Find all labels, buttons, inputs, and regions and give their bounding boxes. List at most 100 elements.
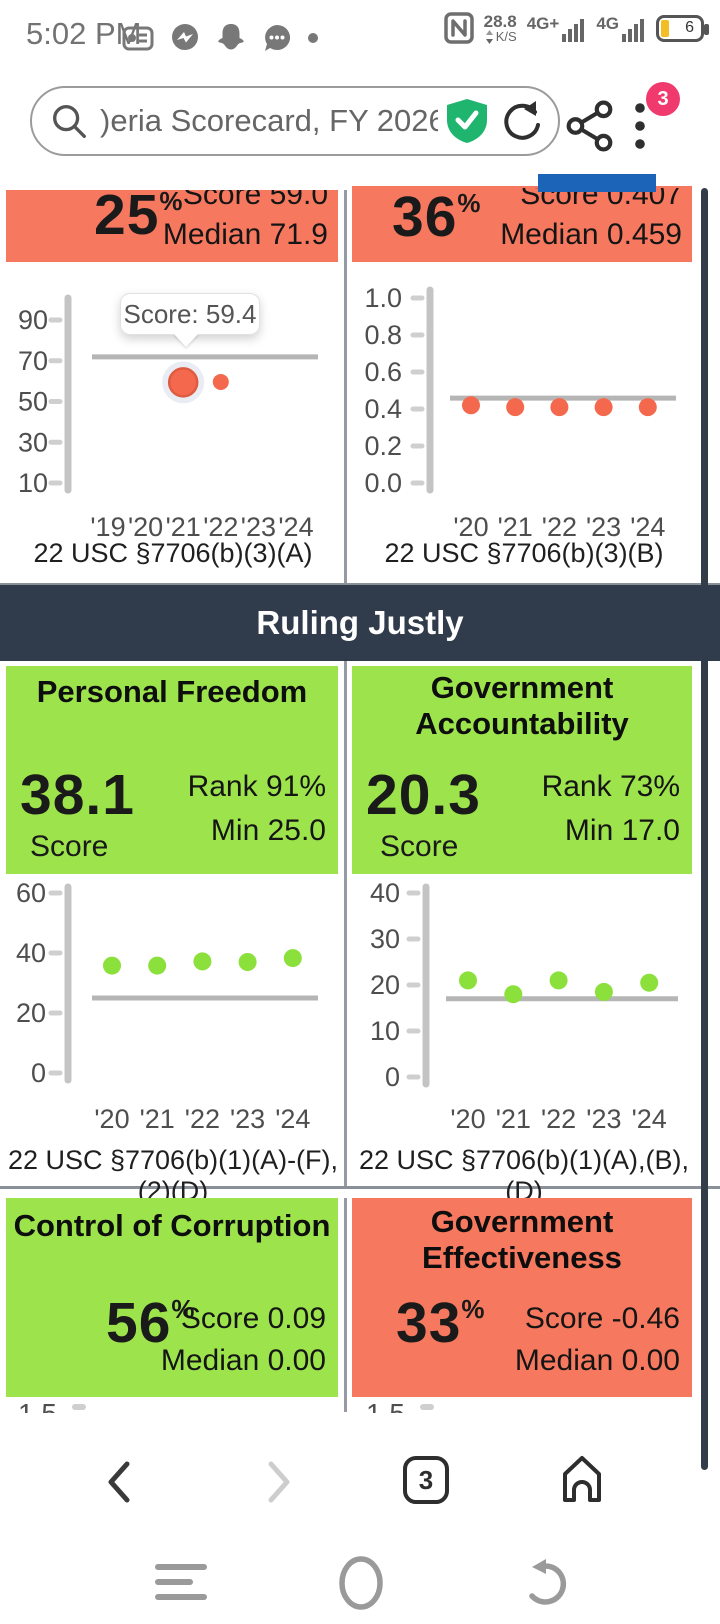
- security-shield-icon[interactable]: [446, 98, 488, 144]
- card-government-accountability: Government Accountability 20.3 Score Ran…: [352, 666, 692, 874]
- scrollbar[interactable]: [701, 188, 708, 1470]
- data-point[interactable]: [459, 971, 477, 990]
- nav-home-button[interactable]: [338, 1554, 384, 1612]
- x-tick-label: '21: [140, 1104, 175, 1134]
- clipped-axis-label: 1.5: [18, 1398, 68, 1413]
- median-label: Median 0.00: [160, 1344, 326, 1377]
- x-tick-label: '20: [94, 1104, 129, 1134]
- median-label: Median 71.9: [162, 218, 328, 251]
- nav-back-button[interactable]: [522, 1558, 570, 1608]
- y-tick-label: 0.8: [364, 320, 402, 350]
- data-point[interactable]: [504, 985, 523, 1004]
- status-time: 5:02 PM: [26, 16, 142, 51]
- y-tick-label: 10: [370, 1016, 400, 1046]
- browser-back-button[interactable]: [100, 1458, 140, 1506]
- share-icon[interactable]: [566, 100, 614, 152]
- chart-usc-7706-b3b: 1.0 0.8 0.6 0.4 0.2 0.0 '20 '21 '22 '23 '24: [346, 262, 720, 562]
- card-personal-freedom: Personal Freedom 38.1 Score Rank 91% Min…: [6, 666, 338, 874]
- column-divider: [344, 190, 347, 583]
- x-tick-label: '21: [166, 512, 201, 542]
- chat-notification-icon: [265, 24, 291, 51]
- column-divider: [344, 1198, 347, 1412]
- menu-line: [155, 1564, 207, 1570]
- messenger-notification-icon: [172, 24, 198, 50]
- score-label-clipped: Score 59.0: [182, 190, 328, 211]
- y-tick-label: 10: [18, 468, 48, 498]
- tab-count: 3: [418, 1464, 434, 1495]
- data-point[interactable]: [193, 952, 212, 971]
- column-divider: [344, 661, 347, 1186]
- updown-arrows-icon: [485, 29, 493, 44]
- data-point[interactable]: [462, 396, 480, 415]
- menu-line: [155, 1579, 193, 1585]
- x-tick-label: '21: [498, 512, 533, 542]
- statute-caption: 22 USC §7706(b)(1)(A)-(F),(2)(D): [7, 1145, 339, 1206]
- url-bar[interactable]: )eria Scorecard, FY 2026: [30, 86, 560, 156]
- x-tick-label: '22: [541, 1104, 576, 1134]
- statute-caption: 22 USC §7706(b)(3)(B): [384, 538, 664, 568]
- data-point[interactable]: [638, 398, 657, 417]
- y-tick-label: 0.6: [364, 357, 402, 387]
- data-point[interactable]: [148, 956, 167, 975]
- status-icons: 28.8 K/S 4G+ 4G 6: [443, 12, 709, 44]
- score-caption: Score: [30, 830, 109, 863]
- score-value: 20.3: [366, 763, 481, 827]
- x-tick-label: '24: [278, 512, 313, 542]
- data-point[interactable]: [549, 971, 568, 990]
- min-label: Min 25.0: [210, 814, 326, 847]
- network-speed: 28.8 K/S: [484, 13, 517, 44]
- data-point[interactable]: [238, 953, 257, 971]
- data-point[interactable]: [594, 982, 613, 1001]
- sim2-signal: 4G: [596, 15, 646, 42]
- url-text[interactable]: )eria Scorecard, FY 2026: [100, 103, 438, 138]
- chart-canvas: 1.0 0.8 0.6 0.4 0.2 0.0 '20 '21 '22 '23 '24: [364, 283, 676, 542]
- x-tick-label: '22: [542, 512, 577, 542]
- data-point[interactable]: [103, 956, 121, 975]
- x-tick-label: '20: [128, 512, 163, 542]
- data-point[interactable]: [506, 398, 525, 417]
- sim1-network-type: 4G+: [526, 13, 560, 33]
- search-icon: [53, 105, 86, 138]
- data-point[interactable]: [594, 398, 613, 417]
- nav-menu-button[interactable]: [155, 1564, 207, 1600]
- x-tick-label: '23: [241, 512, 276, 542]
- y-tick-label: 30: [370, 924, 400, 954]
- statute-caption: 22 USC §7706(b)(3)(A): [33, 538, 313, 568]
- network-speed-unit: K/S: [485, 29, 517, 44]
- more-notifications-dot-icon: [308, 33, 318, 43]
- browser-home-button[interactable]: [558, 1452, 606, 1504]
- percentile-value: 25%: [94, 183, 183, 247]
- x-tick-label: '24: [632, 1104, 667, 1134]
- rank-label: Rank 73%: [541, 770, 680, 803]
- x-tick-label: '22: [185, 1104, 220, 1134]
- y-tick-label: 0: [31, 1058, 46, 1088]
- data-point-selected[interactable]: [167, 367, 199, 398]
- card-government-effectiveness: Government Effectiveness 33% Score -0.46…: [352, 1198, 692, 1397]
- card-title-line1: Government: [430, 1204, 614, 1239]
- y-tick-label: 90: [18, 305, 48, 335]
- clipped-axis-tick: [420, 1404, 434, 1410]
- x-tick-label: '22: [203, 512, 238, 542]
- blue-overlay-bar: [538, 174, 656, 192]
- tab-counter-button[interactable]: 3: [403, 1456, 449, 1504]
- signal-bars-icon: [622, 18, 644, 42]
- x-tick-label: '19: [90, 512, 125, 542]
- card-top-right-header: 36% Score 0.407 Median 0.459: [352, 185, 692, 262]
- snapchat-notification-icon: [218, 24, 244, 50]
- x-tick-label: '24: [275, 1104, 310, 1134]
- menu-overflow-icon[interactable]: [634, 102, 646, 150]
- chart-usc-7706-b3a: 90 70 50 30 10 '19'20'21'22'23'24: [0, 262, 346, 562]
- y-tick-label: 30: [18, 427, 48, 457]
- x-tick-label: '23: [586, 512, 621, 542]
- card-title: Control of Corruption: [13, 1208, 331, 1243]
- data-point[interactable]: [283, 949, 302, 968]
- reload-icon[interactable]: [500, 99, 544, 143]
- x-tick-label: '24: [630, 512, 665, 542]
- data-point[interactable]: [550, 398, 569, 417]
- notification-icons: [122, 22, 318, 54]
- data-point[interactable]: [212, 373, 229, 390]
- y-tick-label: 40: [370, 878, 400, 908]
- browser-forward-button[interactable]: [258, 1458, 298, 1506]
- data-point[interactable]: [640, 973, 659, 992]
